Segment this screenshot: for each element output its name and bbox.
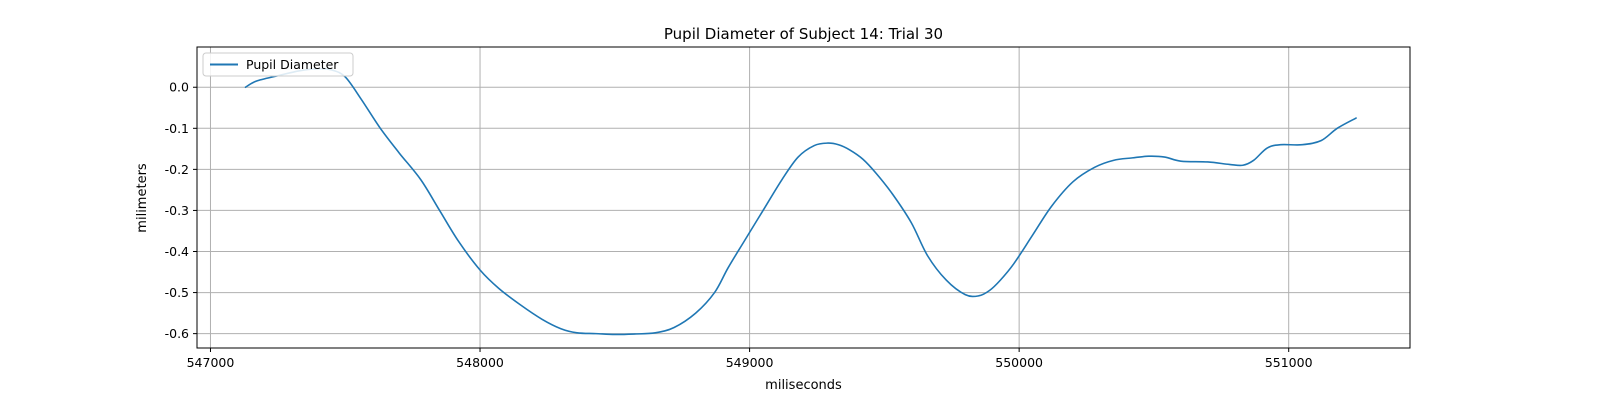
series-lines [244,67,1357,336]
y-tick-label: -0.4 [165,244,189,259]
y-tick-label: -0.5 [165,285,189,300]
y-tick-label: -0.6 [165,326,189,341]
legend-box [202,52,354,77]
chart-title: Pupil Diameter of Subject 14: Trial 30 [664,25,943,43]
x-tick-label: 550000 [995,355,1043,370]
y-tick-label: -0.2 [165,162,189,177]
x-tick-label: 548000 [456,355,504,370]
x-axis-ticks: 547000 548000 549000 550000 551000 [187,348,1313,370]
x-axis-label: miliseconds [765,378,842,393]
series-line-pupil-diameter [244,67,1357,336]
x-tick-label: 551000 [1265,355,1313,370]
legend: Pupil Diameter [202,52,354,77]
plot-frame [196,46,1411,349]
grid-lines [197,47,1410,348]
legend-label: Pupil Diameter [246,57,339,72]
x-tick-label: 547000 [187,355,235,370]
y-axis-ticks: 0.0 -0.1 -0.2 -0.3 -0.4 -0.5 -0.6 [165,80,197,341]
y-tick-label: -0.3 [165,203,189,218]
y-tick-label: -0.1 [165,121,189,136]
x-tick-label: 549000 [726,355,774,370]
y-tick-label: 0.0 [169,80,189,95]
y-axis-label: milimeters [135,163,150,233]
